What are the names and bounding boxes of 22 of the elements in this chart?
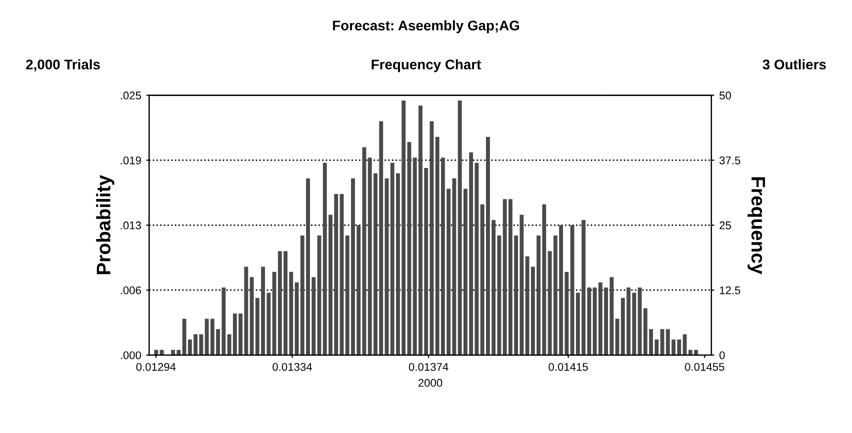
- x-tick-label: 0.01415: [548, 362, 588, 371]
- x-tick-label: 0.01334: [272, 362, 312, 371]
- y-tick-label: .006: [120, 286, 141, 294]
- chart-subtitle: Frequency Chart: [372, 59, 482, 72]
- y2-tick-label: 50: [720, 92, 731, 100]
- y2-tick-label: 25: [720, 221, 731, 230]
- chart-title: Forecast: Aseembly Gap;AG: [333, 20, 520, 34]
- y-axis-title: Probability: [96, 175, 114, 274]
- y2-axis-title: Frequency: [748, 177, 765, 274]
- y-tick-label: .000: [120, 351, 142, 360]
- y-tick-label: .019: [120, 156, 141, 164]
- text: 3 Outliers: [762, 59, 826, 70]
- x-tick-label: 0.01374: [408, 362, 448, 371]
- y2-tick-label: 12.5: [720, 286, 740, 294]
- y2-tick-label: 37.5: [719, 156, 740, 164]
- y2-tick-label: 0: [719, 351, 725, 360]
- y-tick-label: .013: [120, 221, 141, 230]
- y-tick-label: .025: [120, 92, 141, 100]
- x-tick-label: 0.01294: [136, 362, 176, 371]
- x-tick-label: 0.01455: [684, 362, 724, 371]
- x-axis-title: 2000: [418, 378, 442, 387]
- text: 2,000 Trials: [26, 59, 100, 72]
